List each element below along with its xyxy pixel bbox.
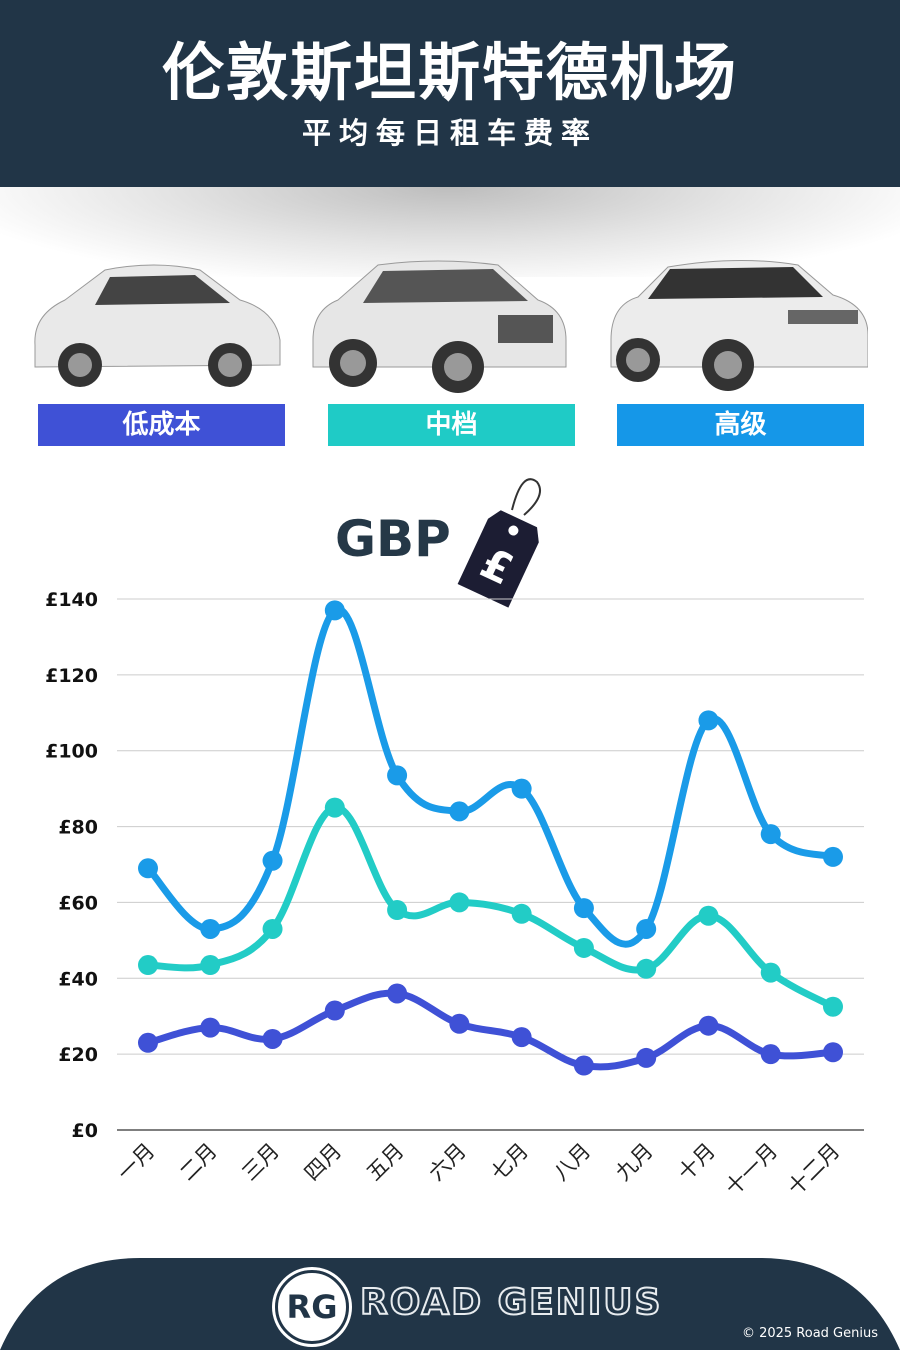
data-point <box>138 1032 158 1053</box>
header: 伦敦斯坦斯特德机场 平均每日租车费率 <box>0 0 900 187</box>
data-point <box>823 996 843 1017</box>
y-tick-label: £0 <box>72 1120 98 1142</box>
x-tick-label: 六月 <box>424 1139 471 1186</box>
data-point <box>324 797 345 818</box>
y-tick-label: £100 <box>45 741 98 763</box>
x-tick-label: 三月 <box>237 1139 284 1186</box>
data-point <box>449 1013 470 1034</box>
data-point <box>511 903 532 924</box>
data-point <box>387 765 408 786</box>
data-point <box>138 955 158 976</box>
data-point <box>760 962 781 983</box>
line-chart: £0 £20 £40 £60 £80 £100 £120 £140 一月 二月 三月 四月 五月 六月 七月… <box>45 589 864 1201</box>
data-point <box>387 983 408 1004</box>
series-line-2 <box>144 605 837 948</box>
category-label-premium: 高级 <box>617 404 864 446</box>
road-genius-logo: RG <box>275 1270 349 1344</box>
data-point <box>511 778 532 799</box>
y-tick-label: £60 <box>58 892 98 914</box>
x-tick-label: 八月 <box>549 1139 596 1186</box>
data-point <box>636 958 657 979</box>
data-point <box>511 1027 532 1048</box>
data-point <box>698 1015 719 1036</box>
midsize-suv-image <box>312 260 567 393</box>
data-point <box>200 918 221 939</box>
data-point <box>698 905 719 926</box>
data-point <box>262 918 283 939</box>
x-tick-label: 九月 <box>611 1139 658 1186</box>
data-point <box>387 900 408 921</box>
brand-name: ROAD GENIUS <box>359 1281 663 1324</box>
data-point <box>262 850 283 871</box>
data-point <box>449 892 470 913</box>
premium-suv-image <box>610 259 868 391</box>
data-point <box>449 801 470 822</box>
x-tick-label: 十二月 <box>783 1139 845 1201</box>
data-point <box>760 1044 781 1065</box>
category-label-economy: 低成本 <box>38 404 285 446</box>
page-title: 伦敦斯坦斯特德机场 <box>161 36 738 109</box>
data-point <box>138 858 158 879</box>
x-tick-label: 七月 <box>487 1139 534 1186</box>
data-point <box>262 1028 283 1049</box>
data-point <box>760 824 781 845</box>
category-label-midsize: 中档 <box>328 404 575 446</box>
y-tick-label: £120 <box>45 665 98 687</box>
economy-car-image <box>34 264 281 387</box>
y-tick-label: £80 <box>58 817 98 839</box>
data-point <box>636 918 657 939</box>
footer-band <box>0 1258 900 1350</box>
data-point <box>823 1042 843 1063</box>
data-point <box>573 1055 594 1076</box>
y-tick-label: £40 <box>58 968 98 990</box>
copyright: © 2025 Road Genius <box>741 1326 878 1341</box>
x-tick-label: 二月 <box>175 1139 222 1186</box>
data-point <box>636 1047 657 1068</box>
x-tick-label: 十一月 <box>721 1139 783 1201</box>
data-point <box>698 710 719 731</box>
data-point <box>573 937 594 958</box>
x-tick-label: 五月 <box>362 1139 409 1186</box>
price-tag-icon: £ <box>457 478 541 608</box>
series-line-0 <box>144 989 837 1071</box>
data-point <box>823 846 843 867</box>
x-tick-label: 十月 <box>673 1139 720 1186</box>
data-point <box>573 898 594 919</box>
x-tick-label: 一月 <box>113 1139 160 1186</box>
y-tick-label: £20 <box>58 1044 98 1066</box>
y-tick-label: £140 <box>45 589 98 611</box>
page-subtitle: 平均每日租车费率 <box>301 116 598 150</box>
x-tick-label: 四月 <box>300 1139 347 1186</box>
data-point <box>324 600 345 621</box>
currency-label: GBP <box>335 510 451 568</box>
data-point <box>200 1017 221 1038</box>
data-point <box>324 1000 345 1021</box>
data-point <box>200 955 221 976</box>
